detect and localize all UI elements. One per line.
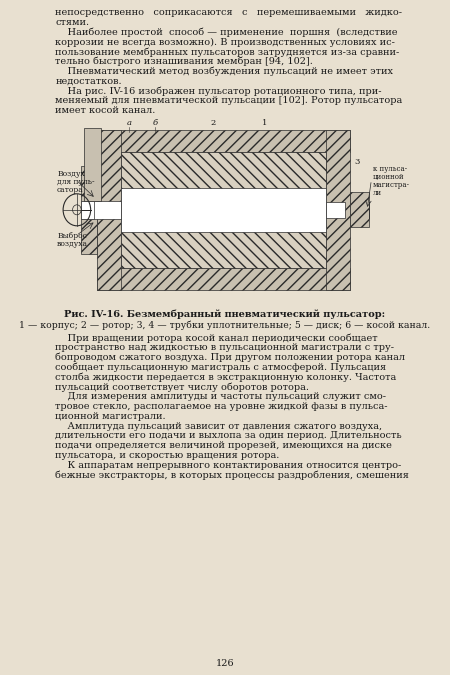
Bar [350, 192, 369, 227]
Text: Наиболее простой  способ — применение  поршня  (вследствие: Наиболее простой способ — применение пор… [55, 28, 398, 37]
Text: воздуха: воздуха [57, 240, 88, 248]
Bar [326, 130, 350, 290]
Text: пульсатора, и скоростью вращения ротора.: пульсатора, и скоростью вращения ротора. [55, 451, 280, 460]
Bar [97, 130, 350, 152]
Text: бопроводом сжатого воздуха. При другом положении ротора канал: бопроводом сжатого воздуха. При другом п… [55, 353, 405, 362]
Text: Для измерения амплитуды и частоты пульсаций служит смо-: Для измерения амплитуды и частоты пульса… [55, 392, 387, 401]
Bar [97, 130, 121, 290]
Text: бежные экстракторы, в которых процессы раздробления, смешения: бежные экстракторы, в которых процессы р… [55, 470, 409, 480]
Bar [84, 128, 101, 200]
Bar [121, 152, 326, 268]
Text: к пульса-: к пульса- [373, 165, 407, 173]
Text: ционной магистрали.: ционной магистрали. [55, 412, 166, 421]
Text: На рис. IV-16 изображен пульсатор ротационного типа, при-: На рис. IV-16 изображен пульсатор ротаци… [55, 86, 382, 96]
Text: При вращении ротора косой канал периодически сообщает: При вращении ротора косой канал периодич… [55, 333, 378, 343]
Text: имеет косой канал.: имеет косой канал. [55, 106, 156, 115]
Text: подачи определяется величиной прорезей, имеющихся на диске: подачи определяется величиной прорезей, … [55, 441, 392, 450]
Text: недостатков.: недостатков. [55, 76, 122, 86]
Text: магистра-: магистра- [373, 181, 410, 189]
Text: тельно быстрого изнашивания мембран [94, 102].: тельно быстрого изнашивания мембран [94,… [55, 57, 313, 67]
Text: Рис. IV-16. Безмембранный пневматический пульсатор:: Рис. IV-16. Безмембранный пневматический… [64, 310, 386, 319]
Text: стями.: стями. [55, 18, 90, 27]
Text: пульсаций соответствует числу оборотов ротора.: пульсаций соответствует числу оборотов р… [55, 383, 309, 392]
Text: 1: 1 [261, 119, 267, 127]
Bar [326, 202, 345, 218]
Text: длительности его подачи и выхлопа за один период. Длительность: длительности его подачи и выхлопа за оди… [55, 431, 402, 440]
Text: К аппаратам непрерывного контактирования относится центро-: К аппаратам непрерывного контактирования… [55, 461, 401, 470]
Text: Воздух: Воздух [57, 170, 85, 178]
Bar [81, 200, 121, 219]
Text: Амплитуда пульсаций зависит от давления сжатого воздуха,: Амплитуда пульсаций зависит от давления … [55, 422, 382, 431]
Text: коррозии не всегда возможно). В производственных условиях ис-: коррозии не всегда возможно). В производ… [55, 37, 395, 47]
Text: Выброс: Выброс [57, 232, 87, 240]
Text: б: б [153, 119, 158, 127]
Text: пользование мембранных пульсаторов затрудняется из-за сравни-: пользование мембранных пульсаторов затру… [55, 47, 400, 57]
Text: 1 — корпус; 2 — ротор; 3, 4 — трубки уплотнительные; 5 — диск; 6 — косой канал.: 1 — корпус; 2 — ротор; 3, 4 — трубки упл… [19, 321, 431, 330]
Text: 3: 3 [354, 158, 360, 166]
Text: непосредственно   соприкасаются   с   перемешиваемыми   жидко-: непосредственно соприкасаются с перемеши… [55, 8, 402, 17]
Bar [121, 188, 326, 232]
Bar [81, 166, 97, 254]
Bar [97, 268, 350, 290]
Text: ли: ли [373, 189, 382, 197]
Text: сатора: сатора [57, 186, 84, 194]
Text: меняемый для пневматической пульсации [102]. Ротор пульсатора: меняемый для пневматической пульсации [1… [55, 97, 403, 105]
Text: ционной: ционной [373, 173, 405, 181]
Text: Пневматический метод возбуждения пульсаций не имеет этих: Пневматический метод возбуждения пульсац… [55, 67, 393, 76]
Bar [81, 200, 94, 219]
Text: 126: 126 [216, 659, 234, 668]
Text: а: а [127, 119, 132, 127]
Text: 2: 2 [211, 119, 216, 127]
Text: сообщает пульсационную магистраль с атмосферой. Пульсация: сообщает пульсационную магистраль с атмо… [55, 362, 387, 373]
Text: столба жидкости передается в экстракционную колонку. Частота: столба жидкости передается в экстракцион… [55, 373, 396, 382]
Text: тровое стекло, располагаемое на уровне жидкой фазы в пульса-: тровое стекло, располагаемое на уровне ж… [55, 402, 388, 411]
Text: для пуль-: для пуль- [57, 178, 94, 186]
Text: пространство над жидкостью в пульсационной магистрали с тру-: пространство над жидкостью в пульсационн… [55, 343, 394, 352]
